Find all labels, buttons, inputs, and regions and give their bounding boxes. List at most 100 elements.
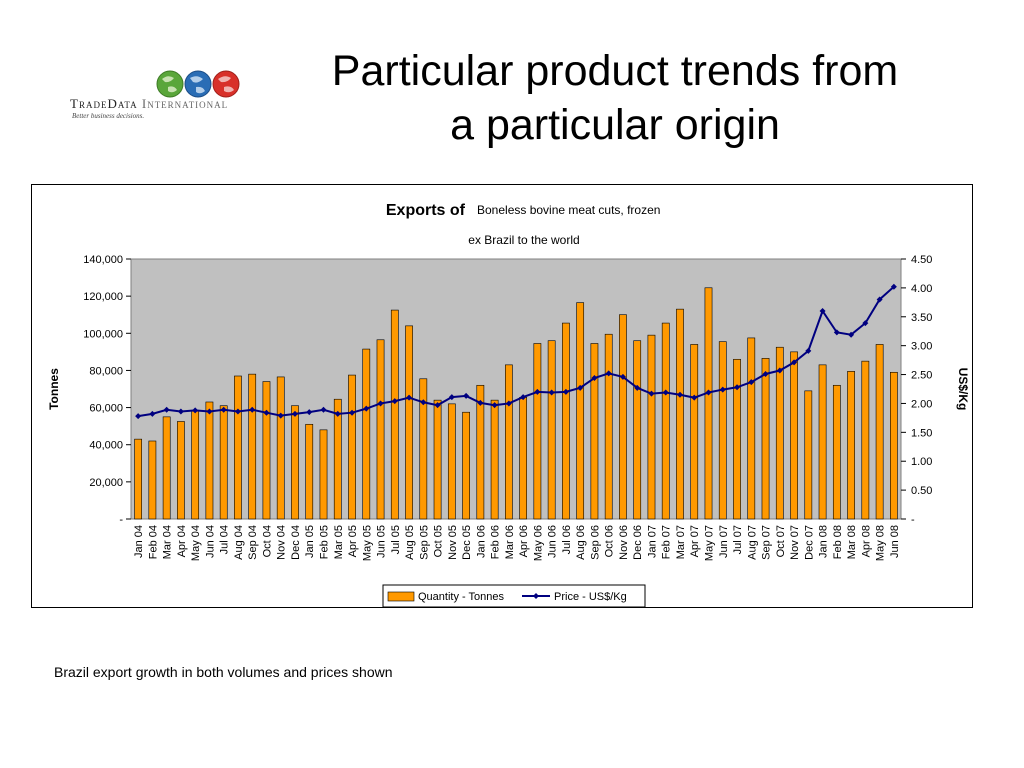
bar-quantity [847, 371, 855, 520]
price-point [363, 405, 370, 412]
plot-area [130, 258, 902, 520]
legend-box [382, 584, 646, 607]
x-tick-label: Mar 05 [333, 525, 345, 559]
bar-quantity [219, 405, 228, 520]
y-tick-label: 140,000 [83, 254, 123, 266]
y2-tick-label: 2.50 [911, 370, 932, 382]
x-tick-label: Jun 05 [376, 525, 388, 558]
x-tick-label: Jun 04 [204, 525, 216, 558]
price-point [591, 375, 598, 382]
company-logo: TradeData International Better business … [70, 68, 250, 128]
price-point [862, 320, 869, 327]
x-tick-label: Jul 05 [390, 525, 402, 554]
price-point [391, 398, 398, 405]
y2-tick-label: - [911, 514, 915, 526]
y-tick-label: 100,000 [83, 328, 123, 340]
x-tick-label: Jan 05 [304, 525, 316, 558]
bar-quantity [177, 421, 185, 520]
x-tick-label: May 05 [361, 525, 373, 561]
price-point [306, 409, 313, 416]
brand-name-part1: TradeData [70, 96, 138, 111]
x-tick-label: Dec 07 [803, 525, 815, 560]
bar-quantity [234, 375, 242, 520]
x-tick-label: Feb 08 [832, 525, 844, 559]
bar-quantity [804, 390, 813, 520]
price-point [776, 367, 783, 374]
bar-quantity [248, 373, 257, 520]
y2-tick-label: 0.50 [911, 485, 932, 497]
bar-quantity [134, 438, 142, 520]
x-tick-label: Apr 05 [347, 525, 359, 557]
x-tick-label: Sep 05 [418, 525, 430, 560]
x-tick-label: Dec 04 [290, 525, 302, 560]
legend-label-price: Price - US$/Kg [554, 591, 627, 603]
bar-quantity [562, 322, 570, 520]
price-point [420, 399, 427, 406]
y2-tick-label: 4.50 [911, 254, 932, 266]
x-tick-label: Oct 06 [604, 525, 616, 557]
price-point [234, 408, 241, 415]
bar-quantity [533, 343, 542, 520]
bar-quantity [462, 411, 470, 520]
brand-name: TradeData International [70, 96, 228, 112]
bar-quantity [890, 371, 898, 520]
price-point [277, 412, 284, 419]
x-tick-label: Jan 06 [475, 525, 487, 558]
bar-quantity [576, 302, 585, 520]
x-tick-label: Feb 04 [147, 525, 159, 559]
y2-tick-label: 3.00 [911, 341, 932, 353]
slide-caption: Brazil export growth in both volumes and… [54, 664, 393, 680]
price-point [662, 389, 669, 396]
price-point [448, 394, 455, 401]
bar-quantity [433, 399, 442, 520]
export-chart: Exports of Boneless bovine meat cuts, fro… [47, 202, 970, 607]
x-tick-label: Dec 06 [632, 525, 644, 560]
y-tick-label: 20,000 [89, 477, 123, 489]
bar-quantity [519, 397, 527, 520]
bar-quantity [348, 374, 356, 520]
price-point [491, 402, 498, 409]
bar-quantity [676, 308, 684, 520]
price-point [534, 388, 541, 395]
x-tick-label: May 08 [875, 525, 887, 561]
y2-tick-label: 2.00 [911, 398, 932, 410]
bar-quantity [376, 339, 385, 520]
bar-quantity [362, 348, 371, 520]
y-tick-label: - [119, 514, 123, 526]
price-point [249, 406, 256, 413]
brand-name-part2: International [141, 96, 229, 111]
bar-quantity [690, 344, 699, 520]
globe-icons [156, 70, 240, 98]
x-tick-label: Feb 06 [490, 525, 502, 559]
price-point [206, 408, 213, 415]
price-point [876, 296, 883, 303]
legend-bar-swatch [387, 591, 415, 602]
bar-quantity [832, 384, 841, 520]
price-point [691, 394, 698, 401]
price-point [291, 410, 298, 417]
x-tick-label: Sep 04 [247, 525, 259, 560]
slide-title-line2: a particular origin [450, 101, 780, 149]
price-point [833, 329, 840, 336]
chart-title-prefix: Exports of [386, 202, 466, 219]
x-tick-label: Apr 06 [518, 525, 530, 557]
chart-container: Exports of Boneless bovine meat cuts, fro… [31, 184, 973, 608]
legend-label-quantity: Quantity - Tonnes [418, 591, 505, 603]
y-axis-label: Tonnes [47, 368, 61, 410]
bar-quantity [419, 378, 428, 520]
price-point [562, 388, 569, 395]
x-tick-label: Jul 07 [732, 525, 744, 554]
red-globe-icon [212, 70, 240, 98]
chart-title-product: Boneless bovine meat cuts, frozen [477, 203, 660, 217]
x-tick-label: Oct 07 [775, 525, 787, 557]
price-point [577, 384, 584, 391]
bar-quantity [505, 364, 513, 520]
x-tick-label: Oct 05 [433, 525, 445, 557]
bar-quantity [291, 405, 299, 520]
x-tick-label: Aug 04 [233, 525, 245, 560]
x-tick-label: Sep 07 [761, 525, 773, 560]
price-point [463, 392, 470, 399]
bar-quantity [704, 287, 713, 520]
price-point [890, 283, 897, 290]
x-tick-label: Sep 06 [589, 525, 601, 560]
